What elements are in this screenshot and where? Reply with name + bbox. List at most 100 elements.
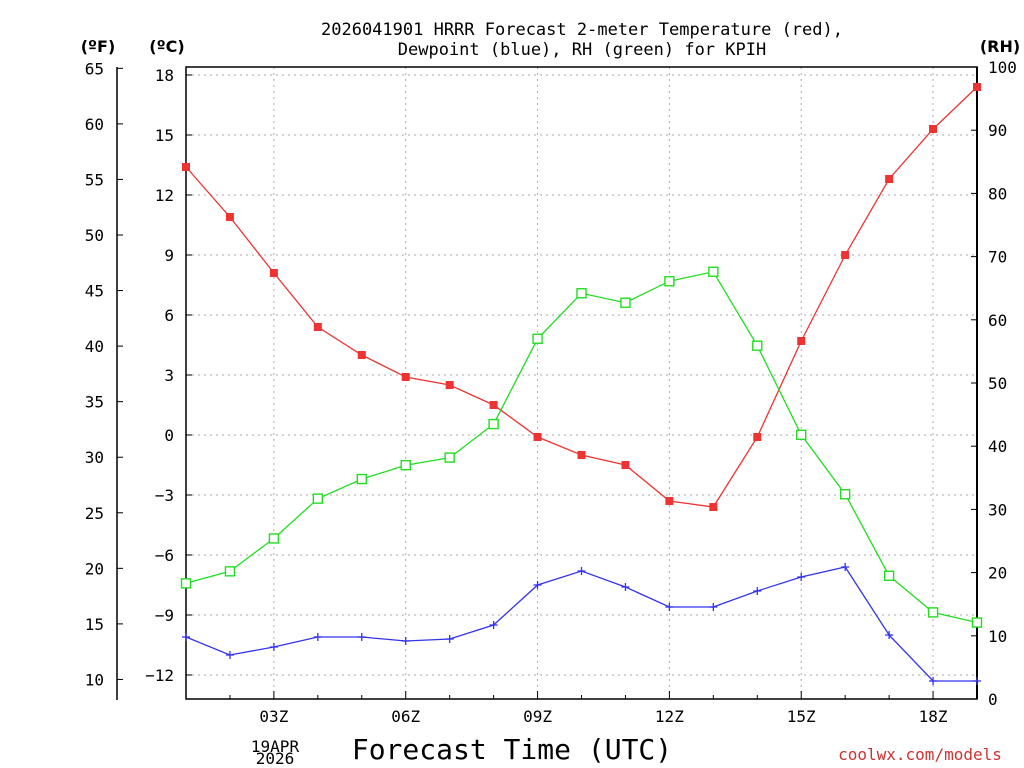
dewpoint-point <box>709 603 718 611</box>
dewpoint-point <box>357 633 366 641</box>
dewpoint-point <box>885 631 894 639</box>
dewpoint-point <box>533 581 542 589</box>
celsius-tick-label: 6 <box>164 306 174 325</box>
fahrenheit-tick-label: 10 <box>85 670 104 689</box>
rh-tick-label: 60 <box>988 311 1007 330</box>
rh-point <box>708 266 719 277</box>
fahrenheit-tick-label: 60 <box>85 115 104 134</box>
temperature-point <box>665 497 674 505</box>
dewpoint-point <box>269 643 278 651</box>
x-axis-title: Forecast Time (UTC) <box>352 733 672 766</box>
rh-tick-label: 80 <box>988 184 1007 203</box>
fahrenheit-tick-label: 25 <box>85 504 104 523</box>
rh-tick-label: 0 <box>988 690 998 709</box>
chart-title-line1: 2026041901 HRRR Forecast 2-meter Tempera… <box>321 20 843 40</box>
temperature-point <box>357 351 366 359</box>
rh-point <box>839 489 851 500</box>
rh-point <box>796 429 807 441</box>
rh-point <box>883 570 895 581</box>
fahrenheit-axis-unit: (ºF) <box>81 37 116 56</box>
dewpoint-point <box>753 587 762 595</box>
celsius-tick-label: −9 <box>155 606 174 625</box>
axes <box>116 66 978 700</box>
rh-point <box>224 566 236 577</box>
celsius-axis-unit: (ºC) <box>149 37 184 56</box>
rh-tick-label: 10 <box>988 627 1007 646</box>
celsius-tick-label: 9 <box>164 246 174 265</box>
tick-labels: 6560555045403530252015101815129630−3−6−9… <box>85 58 1017 726</box>
grid-lines <box>186 67 977 699</box>
temperature-point <box>489 401 498 409</box>
temperature-point <box>929 125 938 133</box>
dewpoint-point <box>797 573 806 581</box>
celsius-tick-label: −12 <box>145 666 174 685</box>
temperature-point <box>401 373 410 381</box>
dewpoint-point <box>577 567 586 575</box>
source-credit: coolwx.com/models <box>838 745 1002 764</box>
fahrenheit-tick-label: 45 <box>85 282 104 301</box>
rh-point <box>971 617 983 628</box>
x-tick-label: 03Z <box>259 707 288 726</box>
temperature-point <box>577 451 586 459</box>
rh-point <box>532 333 543 344</box>
temperature-point <box>797 337 806 345</box>
rh-axis-unit: (RH) <box>980 37 1020 56</box>
dewpoint-point <box>225 651 234 659</box>
dewpoint-point <box>182 633 190 641</box>
x-date-label-year: 2026 <box>256 749 295 768</box>
dewpoint-point <box>445 635 454 643</box>
fahrenheit-tick-label: 40 <box>85 337 104 356</box>
dewpoint-line <box>185 566 977 682</box>
dewpoint-point <box>929 677 938 685</box>
temperature-point <box>973 83 981 91</box>
celsius-tick-label: −3 <box>155 486 174 505</box>
rh-point <box>312 493 324 504</box>
temperature-point <box>533 433 542 441</box>
temperature-point <box>885 175 894 183</box>
x-tick-label: 15Z <box>787 707 816 726</box>
temperature-point <box>841 251 850 259</box>
rh-point <box>927 607 939 618</box>
fahrenheit-tick-label: 30 <box>85 448 104 467</box>
celsius-tick-label: 18 <box>155 66 174 85</box>
temperature-point <box>269 269 278 277</box>
rh-point <box>488 418 499 430</box>
x-tick-label: 12Z <box>655 707 684 726</box>
rh-point <box>356 473 367 485</box>
x-tick-label: 06Z <box>391 707 420 726</box>
fahrenheit-tick-label: 65 <box>85 59 104 78</box>
x-tick-label: 18Z <box>919 707 948 726</box>
x-tick-label: 09Z <box>523 707 552 726</box>
temperature-point <box>182 163 190 171</box>
celsius-tick-label: 15 <box>155 126 174 145</box>
chart-title-line2: Dewpoint (blue), RH (green) for KPIH <box>398 40 766 60</box>
dewpoint-point <box>489 621 498 629</box>
dewpoint-point <box>313 633 322 641</box>
temperature-point <box>709 503 718 511</box>
fahrenheit-tick-label: 35 <box>85 393 104 412</box>
rh-tick-label: 50 <box>988 374 1007 393</box>
rh-point <box>444 452 455 463</box>
dewpoint-point <box>841 563 850 571</box>
dewpoint-point <box>665 603 674 611</box>
fahrenheit-tick-label: 50 <box>85 226 104 245</box>
dewpoint-point <box>621 583 630 591</box>
rh-tick-label: 70 <box>988 248 1007 267</box>
rh-point <box>180 578 192 589</box>
rh-tick-label: 30 <box>988 500 1007 519</box>
temperature-point <box>445 381 454 389</box>
rh-point <box>400 459 411 471</box>
temperature-point <box>225 213 234 221</box>
celsius-tick-label: 3 <box>164 366 174 385</box>
rh-point <box>576 288 587 299</box>
celsius-tick-label: −6 <box>155 546 174 565</box>
fahrenheit-tick-label: 55 <box>85 170 104 189</box>
dewpoint-point <box>401 637 410 645</box>
x-date-label-month: 19APR <box>251 737 300 756</box>
rh-tick-label: 100 <box>988 58 1017 77</box>
rh-point <box>268 533 280 544</box>
rh-tick-label: 90 <box>988 121 1007 140</box>
rh-point <box>752 340 763 351</box>
dewpoint-point <box>973 677 981 685</box>
